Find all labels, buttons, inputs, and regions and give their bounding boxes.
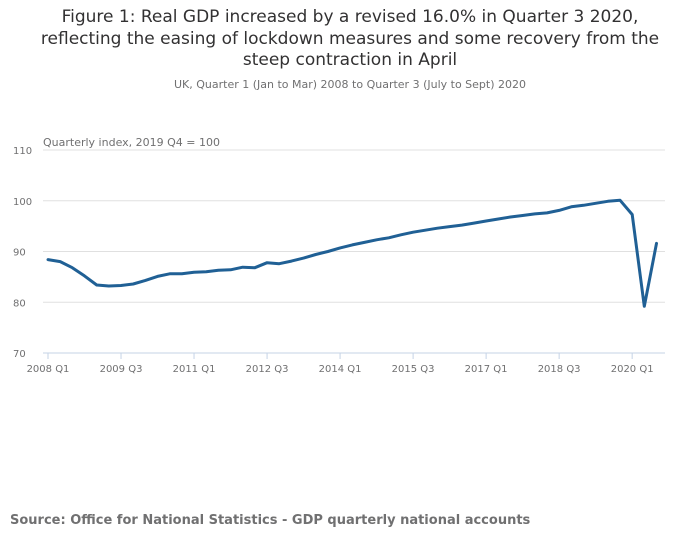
- data-point[interactable]: [68, 264, 76, 272]
- y-tick-label: 70: [13, 349, 26, 360]
- data-point[interactable]: [519, 211, 527, 219]
- data-point[interactable]: [640, 302, 648, 310]
- x-tick-label: 2009 Q3: [100, 364, 143, 375]
- x-tick-label: 2011 Q1: [173, 364, 216, 375]
- data-point[interactable]: [628, 210, 636, 218]
- series-group: [44, 196, 661, 310]
- data-point[interactable]: [360, 238, 368, 246]
- data-point[interactable]: [555, 206, 563, 214]
- data-point[interactable]: [616, 196, 624, 204]
- data-point[interactable]: [251, 264, 259, 272]
- data-point[interactable]: [348, 241, 356, 249]
- data-point[interactable]: [81, 272, 89, 280]
- data-point[interactable]: [275, 260, 283, 268]
- data-point[interactable]: [190, 268, 198, 276]
- chart-title-line-2: reflecting the easing of lockdown measur…: [40, 28, 660, 49]
- x-tick-label: 2014 Q1: [319, 364, 362, 375]
- data-point[interactable]: [446, 223, 454, 231]
- data-point[interactable]: [531, 210, 539, 218]
- data-point[interactable]: [129, 280, 137, 288]
- x-tick-label: 2017 Q1: [465, 364, 508, 375]
- data-point[interactable]: [287, 257, 295, 265]
- data-point[interactable]: [506, 213, 514, 221]
- y-axis-ticks: 70 80 90 100 110: [13, 146, 32, 360]
- data-point[interactable]: [105, 282, 113, 290]
- data-point[interactable]: [579, 201, 587, 209]
- data-point[interactable]: [44, 256, 52, 264]
- line-chart: 70 80 90 100 110 Quarterly index, 2019 Q4 = …: [13, 136, 665, 375]
- chart-title: Figure 1: Real GDP increased by a revise…: [0, 7, 700, 72]
- data-point[interactable]: [93, 281, 101, 289]
- y-tick-label: 80: [13, 298, 26, 309]
- data-point[interactable]: [336, 244, 344, 252]
- data-point[interactable]: [433, 224, 441, 232]
- y-axis-label: Quarterly index, 2019 Q4 = 100: [43, 136, 220, 149]
- data-point[interactable]: [482, 217, 490, 225]
- data-point[interactable]: [567, 203, 575, 211]
- data-point[interactable]: [385, 234, 393, 242]
- data-point[interactable]: [239, 263, 247, 271]
- data-point[interactable]: [154, 272, 162, 280]
- data-point[interactable]: [227, 266, 235, 274]
- data-point[interactable]: [117, 282, 125, 290]
- data-point[interactable]: [653, 239, 661, 247]
- chart-title-line-1: Figure 1: Real GDP increased by a revise…: [61, 7, 639, 27]
- data-point[interactable]: [458, 221, 466, 229]
- data-point[interactable]: [494, 215, 502, 223]
- data-point[interactable]: [470, 219, 478, 227]
- data-point[interactable]: [202, 268, 210, 276]
- x-tick-label: 2020 Q1: [611, 364, 654, 375]
- data-point[interactable]: [373, 236, 381, 244]
- data-point[interactable]: [397, 231, 405, 239]
- data-point[interactable]: [324, 248, 332, 256]
- series-line-real-gdp: [46, 198, 658, 308]
- data-point[interactable]: [421, 226, 429, 234]
- gridlines: [43, 149, 665, 303]
- chart-title-line-3: steep contraction in April: [242, 50, 458, 70]
- data-point[interactable]: [543, 209, 551, 217]
- data-point[interactable]: [178, 270, 186, 278]
- chart-subtitle: UK, Quarter 1 (Jan to Mar) 2008 to Quart…: [173, 78, 527, 91]
- data-point[interactable]: [312, 251, 320, 259]
- x-tick-label: 2008 Q1: [27, 364, 70, 375]
- x-axis: 2008 Q1 2009 Q3 2011 Q1 2012 Q3 2014 Q1 2015 …: [27, 352, 665, 375]
- x-tick-label: 2012 Q3: [246, 364, 289, 375]
- y-tick-label: 100: [13, 197, 32, 208]
- data-point[interactable]: [604, 197, 612, 205]
- data-point[interactable]: [263, 259, 271, 267]
- x-tick-label: 2015 Q3: [392, 364, 435, 375]
- x-tick-label: 2018 Q3: [538, 364, 581, 375]
- data-point[interactable]: [166, 270, 174, 278]
- data-point[interactable]: [214, 266, 222, 274]
- data-point[interactable]: [300, 254, 308, 262]
- source-note: Source: Office for National Statistics -…: [10, 513, 531, 528]
- data-point[interactable]: [56, 258, 64, 266]
- data-point[interactable]: [141, 276, 149, 284]
- y-tick-label: 90: [13, 248, 26, 259]
- data-point[interactable]: [592, 199, 600, 207]
- data-point[interactable]: [409, 228, 417, 236]
- y-tick-label: 110: [13, 146, 32, 157]
